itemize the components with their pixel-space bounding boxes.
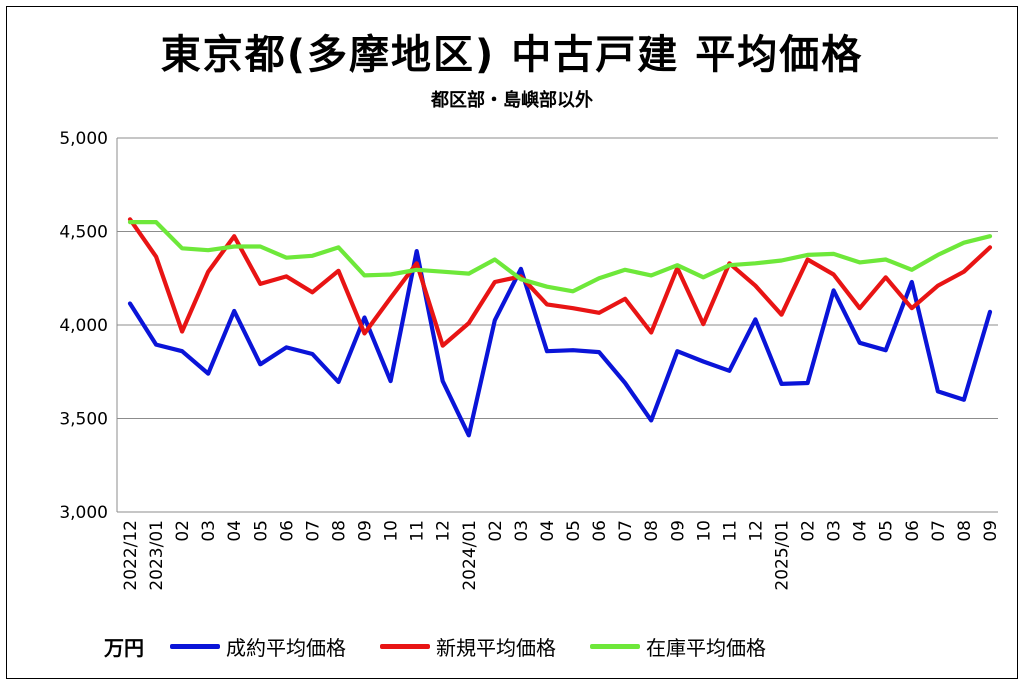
series-line-0 (127, 249, 993, 438)
x-tick-label: 03 (199, 520, 219, 542)
legend-swatch-seiyaku (170, 643, 220, 649)
x-tick-label: 05 (251, 520, 271, 542)
x-tick-label: 09 (356, 520, 376, 542)
x-tick-label: 2023/01 (147, 520, 167, 591)
axis-layer (116, 138, 998, 513)
x-tick-label: 02 (486, 520, 506, 542)
series-line-1 (127, 217, 993, 348)
x-tick-label: 02 (173, 520, 193, 542)
legend-label-shinki: 新規平均価格 (436, 635, 556, 660)
x-tick-label: 2025/01 (773, 520, 793, 591)
x-tick-label: 07 (616, 520, 636, 542)
y-tick-label: 3,000 (59, 503, 108, 523)
x-tick-label: 2022/12 (121, 520, 141, 591)
x-tick-label: 11 (720, 520, 740, 542)
x-tick-label: 11 (408, 520, 428, 542)
chart-title: 東京都(多摩地区) 中古戸建 平均価格 (160, 32, 864, 78)
x-tick-label: 2024/01 (460, 520, 480, 591)
x-tick-label: 08 (955, 520, 975, 542)
x-tick-label: 06 (590, 520, 610, 542)
x-tick-label: 05 (877, 520, 897, 542)
x-tick-label: 02 (799, 520, 819, 542)
y-tick-label: 5,000 (59, 129, 108, 149)
x-tick-label: 05 (564, 520, 584, 542)
x-tick-label: 03 (825, 520, 845, 542)
x-tick-label: 07 (303, 520, 323, 542)
y-tick-label: 4,000 (59, 316, 108, 336)
x-tick-label: 09 (668, 520, 688, 542)
legend-swatch-zaiko (590, 643, 640, 649)
y-tick-label: 3,500 (59, 410, 108, 430)
series-line-2 (127, 220, 993, 294)
x-tick-label: 04 (225, 520, 245, 542)
x-tick-label: 12 (434, 520, 454, 542)
x-tick-label: 04 (851, 520, 871, 542)
x-tick-label: 08 (329, 520, 349, 542)
legend-label-seiyaku: 成約平均価格 (226, 635, 346, 660)
x-tick-label: 12 (746, 520, 766, 542)
chart-subtitle: 都区部・島嶼部以外 (431, 90, 593, 111)
legend-item-zaiko: 在庫平均価格 (590, 632, 766, 661)
series-layer (127, 217, 993, 438)
legend-swatch-shinki (380, 643, 430, 649)
x-tick-label: 06 (903, 520, 923, 542)
legend-item-shinki: 新規平均価格 (380, 632, 556, 661)
tick-layer: 3,000 3,500 4,000 4,500 5,000 2022/12 2023/01 0… (59, 129, 1001, 591)
grid-layer (117, 137, 998, 513)
x-tick-label: 09 (981, 520, 1001, 542)
x-tick-label: 08 (642, 520, 662, 542)
legend-label-zaiko: 在庫平均価格 (646, 635, 766, 660)
chart-frame (6, 6, 1018, 679)
x-tick-label: 06 (277, 520, 297, 542)
legend: 万円 成約平均価格 新規平均価格 在庫平均価格 (104, 632, 800, 660)
x-tick-label: 04 (538, 520, 558, 542)
x-tick-label: 07 (929, 520, 949, 542)
y-tick-label: 4,500 (59, 223, 108, 243)
x-tick-label: 03 (512, 520, 532, 542)
unit-label: 万円 (104, 635, 144, 660)
legend-item-seiyaku: 成約平均価格 (170, 632, 346, 661)
x-tick-label: 10 (694, 520, 714, 542)
x-tick-label: 10 (382, 520, 402, 542)
